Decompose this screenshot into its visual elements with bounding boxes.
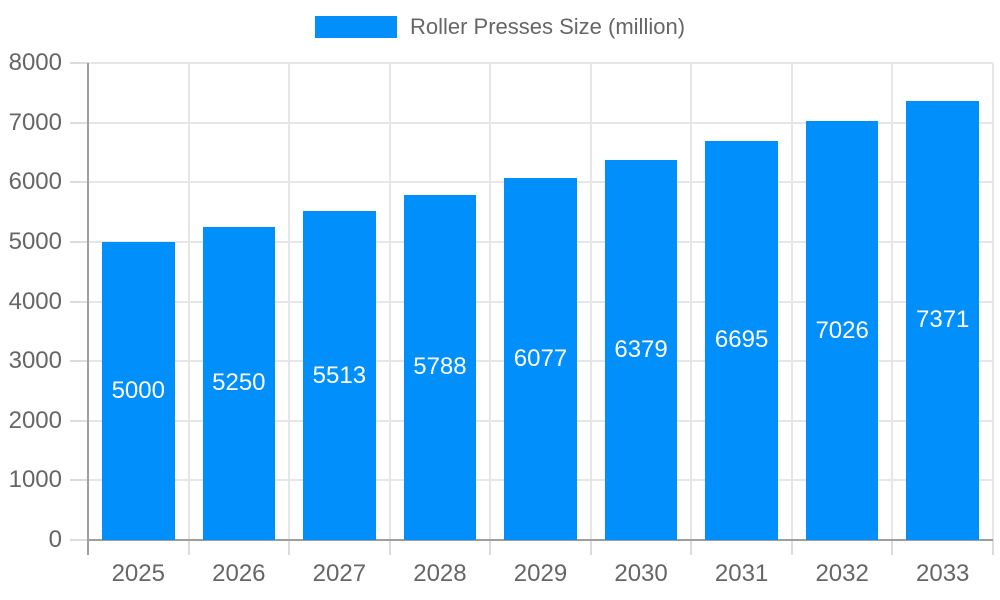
- bar-value-label: 5513: [312, 361, 367, 389]
- y-axis-tick: [70, 419, 88, 422]
- y-axis-label: 6000: [8, 168, 62, 196]
- gridline: [88, 62, 993, 64]
- y-axis-tick: [70, 300, 88, 303]
- x-axis-label: 2028: [413, 560, 467, 587]
- bar[interactable]: 6077: [504, 177, 577, 540]
- gridline: [187, 63, 190, 540]
- y-axis-label: 7000: [8, 108, 62, 136]
- x-axis-tick: [187, 540, 190, 555]
- y-axis-tick: [70, 121, 88, 124]
- y-axis-tick: [70, 539, 88, 541]
- x-axis-tick: [489, 540, 492, 555]
- gridline: [790, 63, 793, 540]
- legend-marker: [314, 16, 397, 39]
- x-axis-tick: [589, 540, 592, 555]
- bar-value-label: 5788: [413, 353, 467, 381]
- bar[interactable]: 6379: [604, 159, 678, 540]
- x-axis-label: 2026: [212, 560, 266, 587]
- y-axis-tick: [70, 181, 88, 184]
- x-axis-tick: [891, 540, 894, 555]
- y-axis-label: 0: [48, 526, 62, 553]
- x-axis-tick: [992, 540, 994, 555]
- bar[interactable]: 5250: [202, 226, 276, 540]
- y-axis-tick: [70, 360, 88, 363]
- y-axis-tick: [70, 479, 88, 482]
- bar[interactable]: 5000: [102, 241, 175, 540]
- bar-value-label: 5250: [212, 369, 266, 397]
- bar-value-label: 6695: [714, 326, 769, 354]
- y-axis-line: [87, 63, 89, 555]
- y-axis-label: 2000: [8, 406, 62, 434]
- x-axis-tick: [288, 540, 291, 555]
- gridline: [690, 63, 693, 540]
- bar-value-label: 6379: [614, 335, 668, 363]
- gridline: [388, 63, 391, 540]
- x-axis-label: 2033: [916, 560, 970, 587]
- y-axis-tick: [70, 240, 88, 243]
- bar-value-label: 6077: [513, 344, 568, 372]
- y-axis-label: 4000: [8, 287, 62, 315]
- gridline: [992, 63, 994, 540]
- x-axis-label: 2027: [312, 560, 367, 587]
- x-axis-label: 2029: [513, 560, 568, 587]
- gridline: [288, 63, 291, 540]
- bar-value-label: 7371: [916, 306, 970, 334]
- gridline: [489, 63, 492, 540]
- y-axis-label: 8000: [8, 49, 62, 76]
- bar[interactable]: 7026: [805, 121, 879, 540]
- y-axis-label: 5000: [8, 227, 62, 255]
- bar-value-label: 7026: [815, 316, 869, 344]
- legend-label: Roller Presses Size (million): [409, 14, 686, 39]
- gridline: [88, 121, 993, 124]
- gridline: [891, 63, 894, 540]
- bar[interactable]: 5788: [403, 194, 477, 540]
- x-axis-label: 2030: [614, 560, 668, 587]
- bar[interactable]: 5513: [303, 211, 376, 540]
- legend-item[interactable]: Roller Presses Size (million): [0, 14, 1000, 40]
- y-axis-label: 1000: [8, 466, 62, 494]
- y-axis-tick: [70, 62, 88, 64]
- x-axis-label: 2025: [111, 560, 165, 587]
- y-axis-label: 3000: [8, 347, 62, 375]
- x-axis-tick: [790, 540, 793, 555]
- x-axis-label: 2031: [714, 560, 769, 587]
- x-axis-line: [88, 539, 993, 541]
- x-axis-tick: [690, 540, 693, 555]
- bar-value-label: 5000: [111, 376, 165, 404]
- x-axis-label: 2032: [815, 560, 869, 587]
- bar[interactable]: 7371: [906, 100, 979, 540]
- bar[interactable]: 6695: [705, 140, 778, 540]
- gridline: [589, 63, 592, 540]
- x-axis-tick: [388, 540, 391, 555]
